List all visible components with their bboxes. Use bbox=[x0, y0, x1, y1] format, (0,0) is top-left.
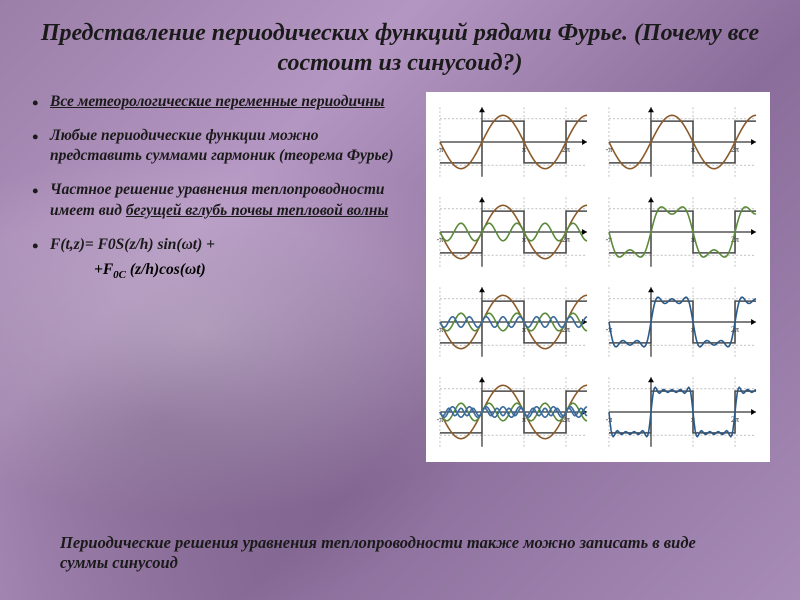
chart-left-3: -ππ2π bbox=[434, 280, 593, 364]
fourier-chart-grid: -ππ2π-ππ2π-ππ2π-ππ2π-ππ2π-ππ2π-ππ2π-ππ2π bbox=[426, 92, 770, 462]
formula-part: +F bbox=[94, 261, 113, 278]
chart-left-1: -ππ2π bbox=[434, 100, 593, 184]
slide-title: Представление периодических функций ряда… bbox=[30, 18, 770, 78]
chart-right-1: -ππ2π bbox=[603, 100, 762, 184]
bullet-2: Любые периодические функции можно предст… bbox=[30, 126, 408, 166]
formula-sub: 0C bbox=[113, 269, 126, 281]
formula-part: F(t,z)= F bbox=[50, 236, 108, 253]
footer-text: Периодические решения уравнения теплопро… bbox=[60, 533, 740, 574]
bullet-3b: бегущей вглубь почвы тепловой волны bbox=[126, 202, 388, 219]
formula-part: (z/h)cos(ωt) bbox=[126, 261, 206, 278]
chart-right-3: -ππ2π bbox=[603, 280, 762, 364]
formula-line-2: +F0C (z/h)cos(ωt) bbox=[30, 259, 408, 283]
bullet-4: F(t,z)= F0S(z/h) sin(ωt) + bbox=[30, 235, 408, 255]
bullet-1-text: Все метеорологические переменные периоди… bbox=[50, 93, 385, 110]
bullet-3: Частное решение уравнения теплопроводнос… bbox=[30, 180, 408, 220]
chart-right-2: -ππ2π bbox=[603, 190, 762, 274]
formula-sub: 0S bbox=[108, 236, 124, 253]
bullet-1: Все метеорологические переменные периоди… bbox=[30, 92, 408, 112]
chart-right-4: -ππ2π bbox=[603, 370, 762, 454]
chart-left-4: -ππ2π bbox=[434, 370, 593, 454]
chart-left-2: -ππ2π bbox=[434, 190, 593, 274]
formula-part: (z/h) sin(ωt) + bbox=[124, 236, 215, 253]
bullet-column: Все метеорологические переменные периоди… bbox=[30, 92, 408, 462]
